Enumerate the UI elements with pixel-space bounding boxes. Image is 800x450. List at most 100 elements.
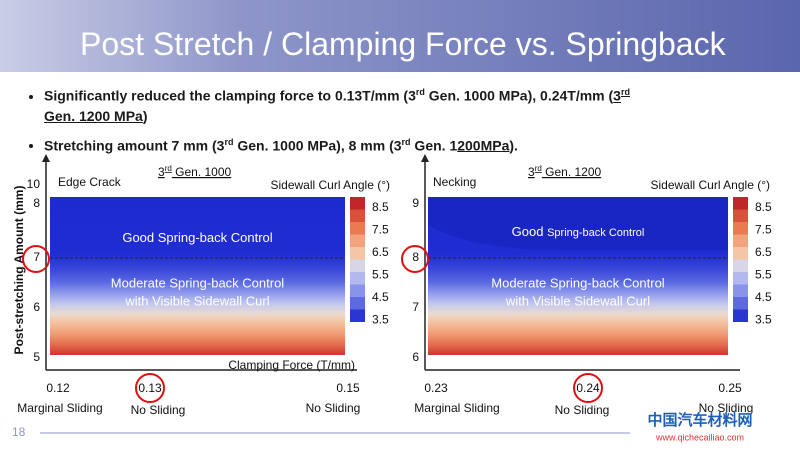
arrow (42, 154, 50, 162)
x-tick-label: 0.23 (424, 381, 448, 395)
y-tick-label: 5 (33, 350, 40, 364)
contour-bulge (428, 197, 728, 250)
y-tick-label: 8 (33, 196, 40, 210)
legend-tick: 7.5 (755, 223, 772, 237)
text: 3 (528, 165, 535, 179)
legend-tick: 4.5 (755, 290, 772, 304)
x-tick-label: 0.24 (576, 381, 600, 395)
text: Gen. 1000 MPa), 8 mm (3 (233, 137, 402, 154)
legend-tick: 6.5 (372, 245, 389, 259)
legend-title: Sidewall Curl Angle (°) (650, 178, 770, 192)
page-number: 18 (12, 425, 26, 439)
colorbar-swatch (350, 197, 365, 210)
legend-tick: 8.5 (755, 200, 772, 214)
text: rd (535, 164, 542, 173)
text: rd (224, 136, 234, 147)
colorbar-swatch (733, 209, 748, 222)
colorbar-swatch (733, 197, 748, 210)
bullet: Significantly reduced the clamping force… (44, 82, 794, 126)
highlight-circle (135, 373, 165, 403)
text: Gen. 1200 (542, 165, 602, 179)
colorbar-swatch (350, 259, 365, 272)
legend-tick: 8.5 (372, 200, 389, 214)
text: rd (165, 164, 172, 173)
region-label: Good Spring-back Control (122, 230, 272, 245)
panel-heading: 3rd Gen. 1000 (158, 164, 232, 179)
panel: 3rd Gen. 1000 Edge Crack Sidewall Curl Ang… (17, 154, 390, 417)
text: Gen. 1000 (172, 165, 232, 179)
x-note: No Sliding (306, 401, 361, 415)
legend-title: Sidewall Curl Angle (°) (270, 178, 390, 192)
y-tick-label: 10 (27, 177, 41, 191)
colorbar-swatch (350, 309, 365, 322)
colorbar-swatch (733, 309, 748, 322)
text: 3 (158, 165, 165, 179)
colorbar-swatch (350, 284, 365, 297)
watermark-url: www.qichecailiao.com (655, 432, 744, 442)
highlight-circle (401, 245, 429, 273)
text: Gen. 1 (410, 137, 458, 154)
bullet-list: Significantly reduced the clamping force… (14, 82, 794, 161)
y-tick-label: 8 (412, 250, 419, 264)
colorbar-swatch (350, 222, 365, 235)
x-note: No Sliding (131, 403, 186, 417)
x-axis-label: Clamping Force (T/mm) (228, 358, 355, 372)
text: ). (509, 137, 518, 154)
y-tick-label: 7 (412, 300, 419, 314)
colorbar-swatch (350, 247, 365, 260)
x-note: No Sliding (555, 403, 610, 417)
x-tick-label: 0.15 (336, 381, 360, 395)
x-tick-label: 0.25 (718, 381, 742, 395)
text: ) (142, 107, 148, 124)
text: Significantly reduced the clamping force… (44, 87, 416, 104)
legend-tick: 5.5 (755, 268, 772, 282)
x-note: Marginal Sliding (17, 401, 102, 415)
legend-tick: 3.5 (755, 313, 772, 327)
text: Good Spring-back Control (122, 230, 272, 245)
slide-title: Post Stretch / Clamping Force vs. Spring… (80, 26, 726, 62)
colorbar-swatch (733, 222, 748, 235)
text: rd (415, 87, 425, 97)
text: Good (512, 224, 547, 239)
text: 3 (613, 87, 621, 104)
colorbar-swatch (733, 247, 748, 260)
corner-label: Necking (433, 175, 476, 189)
highlight-circle (22, 245, 50, 273)
legend-tick: 7.5 (372, 223, 389, 237)
text: Gen. 1200 MPa (44, 107, 143, 124)
corner-label: Edge Crack (58, 175, 122, 189)
legend-tick: 6.5 (755, 245, 772, 259)
text: Gen. 1000 MPa), 0.24T/mm ( (424, 87, 614, 104)
panel: 3rd Gen. 1200 Necking Sidewall Curl Angle … (401, 154, 772, 417)
colorbar-swatch (350, 234, 365, 247)
region-label: with Visible Sidewall Curl (124, 293, 269, 308)
region-label: Moderate Spring-back Control (111, 275, 285, 290)
contour (50, 197, 345, 355)
bullet: Stretching amount 7 mm (3rd Gen. 1000 MP… (44, 132, 794, 156)
colorbar-swatch (733, 272, 748, 285)
highlight-circle (573, 373, 603, 403)
x-tick-label: 0.12 (46, 381, 70, 395)
header: Post Stretch / Clamping Force vs. Spring… (0, 0, 800, 72)
y-tick-label: 9 (412, 196, 419, 210)
colorbar-swatch (350, 209, 365, 222)
text: 200MPa (457, 137, 510, 154)
arrow (421, 154, 429, 162)
y-axis-label: Post-stretching Amount (mm) (12, 186, 26, 355)
colorbar-swatch (350, 297, 365, 310)
x-note: Marginal Sliding (414, 401, 499, 415)
legend-tick: 3.5 (372, 313, 389, 327)
colorbar-swatch (350, 272, 365, 285)
x-note: No Sliding (699, 401, 754, 415)
watermark: 中国汽车材料网 (647, 411, 752, 429)
text: rd (620, 87, 630, 97)
text: Stretching amount 7 mm (3 (44, 137, 225, 154)
colorbar-swatch (733, 284, 748, 297)
text: rd (401, 136, 411, 147)
region-label: with Visible Sidewall Curl (505, 293, 650, 308)
y-tick-label: 6 (412, 350, 419, 364)
y-tick-label: 7 (33, 250, 40, 264)
y-tick-label: 6 (33, 300, 40, 314)
